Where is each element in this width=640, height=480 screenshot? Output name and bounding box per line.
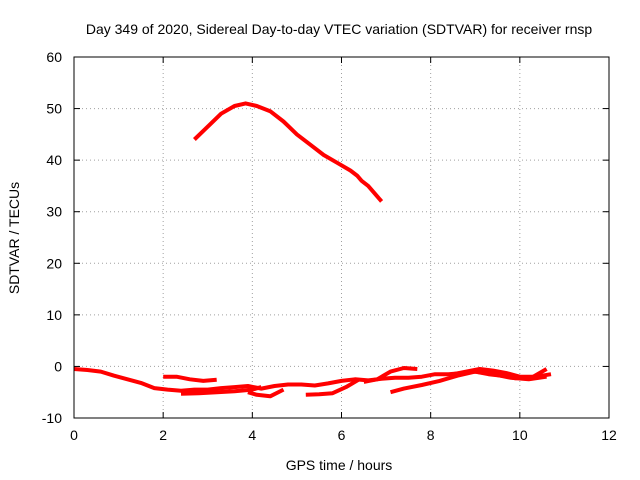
series-arc-low-7: [389, 369, 547, 395]
y-tick-label: 30: [46, 204, 62, 220]
y-axis-label: SDTVAR / TECUs: [6, 182, 22, 294]
series-arc-low-3: [180, 385, 262, 396]
y-tick-label: 60: [46, 49, 62, 65]
x-tick-label: 8: [427, 427, 435, 443]
x-tick-label: 12: [601, 427, 617, 443]
y-tick-label: 40: [46, 152, 62, 168]
series-arc-high: [193, 101, 384, 203]
y-tick-label: 20: [46, 255, 62, 271]
y-tick-label: -10: [42, 410, 62, 426]
y-tick-label: 10: [46, 307, 62, 323]
x-tick-label: 10: [512, 427, 528, 443]
y-tick-label: 50: [46, 101, 62, 117]
series-arc-low-5: [305, 377, 361, 397]
x-tick-label: 4: [248, 427, 256, 443]
x-tick-label: 0: [70, 427, 78, 443]
axis-ticks: 0 2 4 6 8 10 12 -10 0 10 20 30 40 50 60: [42, 49, 617, 443]
series-arc-low-4: [247, 387, 285, 399]
series-layer: [73, 101, 552, 399]
series-arc-low-2: [163, 374, 217, 383]
x-tick-label: 2: [159, 427, 167, 443]
grid-lines: [74, 57, 609, 418]
series-arc-low-8: [452, 367, 548, 379]
y-tick-label: 0: [54, 358, 62, 374]
series-arc-low-6: [363, 366, 418, 384]
x-axis-label: GPS time / hours: [286, 457, 393, 473]
chart-title: Day 349 of 2020, Sidereal Day-to-day VTE…: [86, 21, 592, 37]
x-tick-label: 6: [338, 427, 346, 443]
